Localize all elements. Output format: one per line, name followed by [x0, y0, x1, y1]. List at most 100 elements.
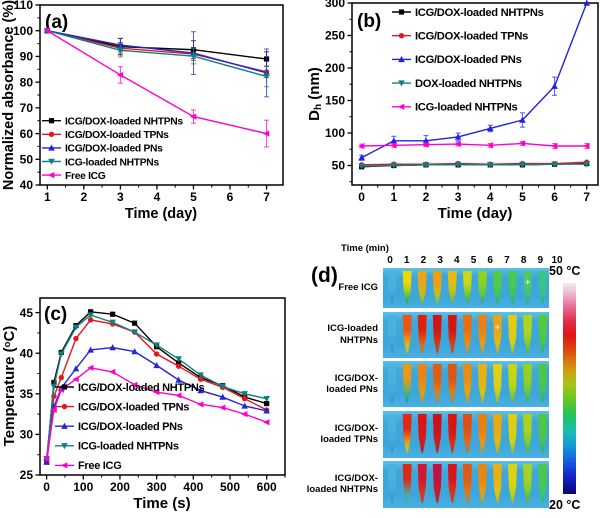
svg-text:5: 5: [190, 190, 197, 204]
thermal-tube: [523, 314, 533, 354]
svg-text:200: 200: [325, 61, 345, 75]
thermal-strip: [383, 410, 549, 458]
thermal-tube: [387, 364, 397, 403]
svg-text:500: 500: [220, 480, 240, 494]
svg-text:40: 40: [20, 346, 34, 360]
thermal-tube: [432, 271, 442, 304]
svg-text:150: 150: [325, 94, 345, 108]
svg-text:70: 70: [20, 101, 34, 115]
tick-labels: 0 100 200 300 400 500 600 25 30 35 40 45: [20, 306, 277, 494]
panel-b-chart: 0 1 2 3 4 5 6 7 50 100 150 200 250 300 Time (day) Dh (n…: [306, 0, 599, 222]
thermal-tube: +: [492, 314, 503, 354]
series-line: [43, 27, 270, 148]
svg-text:(c): (c): [44, 304, 67, 325]
thermal-tube: [477, 413, 487, 454]
thermal-tube: [417, 364, 427, 403]
svg-text:600: 600: [257, 480, 277, 494]
svg-text:250: 250: [325, 29, 345, 43]
svg-text:(b): (b): [357, 11, 381, 32]
thermal-tube: [492, 413, 503, 454]
thermal-strip: [383, 361, 549, 407]
svg-text:2: 2: [423, 190, 430, 204]
sparkle-artifact: +: [524, 276, 531, 287]
thermal-column-label: 8: [520, 255, 527, 266]
svg-text:7: 7: [583, 190, 590, 204]
thermal-row-label: ICG/DOX-loaded TPNs: [320, 422, 378, 445]
thermal-row-label: ICG/DOX-loaded PNs: [326, 372, 378, 395]
legend: ICG/DOX-loaded NHTPNs ICG/DOX-loaded TPNs…: [392, 7, 544, 114]
series-line: [44, 28, 270, 88]
thermal-tube: [462, 314, 472, 354]
axis-labels: Time (day) Dh (nm) (b): [306, 11, 512, 222]
svg-text:ICG/DOX-loaded NHTPNs: ICG/DOX-loaded NHTPNs: [65, 117, 183, 128]
thermal-strip: [383, 460, 549, 508]
svg-text:Temperature (oC): Temperature (oC): [1, 326, 18, 447]
panel-d-thermal-images: (d) Time (min) 0 1 2 3 4 5 6 7 8 9 10 Free ICG + ICG…: [305, 240, 609, 518]
svg-text:Time (day): Time (day): [438, 205, 513, 222]
thermal-column-label: 7: [504, 255, 510, 266]
thermal-tube: [508, 413, 518, 454]
svg-text:Dh (nm): Dh (nm): [306, 67, 324, 121]
svg-text:100: 100: [73, 480, 93, 494]
thermal-tube: [402, 463, 412, 504]
thermal-tube: [462, 271, 472, 304]
thermal-tube: [402, 364, 412, 403]
svg-text:4: 4: [154, 190, 161, 204]
thermal-tube: [523, 463, 533, 504]
svg-text:50: 50: [20, 152, 34, 166]
svg-text:100: 100: [13, 24, 33, 38]
svg-text:100: 100: [325, 126, 345, 140]
svg-text:Free ICG: Free ICG: [78, 460, 121, 472]
axis-labels: Time (day) Normalized absorbance (%) (a): [1, 0, 197, 222]
thermal-tube: [432, 463, 442, 504]
svg-text:3: 3: [117, 190, 124, 204]
thermal-tube: +: [523, 271, 533, 304]
svg-text:Normalized absorbance (%): Normalized absorbance (%): [1, 0, 17, 190]
thermal-tube: [508, 364, 518, 403]
svg-text:ICG/DOX-loaded TPNs: ICG/DOX-loaded TPNs: [415, 31, 528, 43]
svg-text:ICG-loaded NHTPNs: ICG-loaded NHTPNs: [78, 441, 179, 453]
thermal-tube: [492, 463, 503, 504]
thermal-column-label: 1: [403, 255, 410, 266]
temperature-colorbar: [563, 283, 576, 494]
series-line: [358, 0, 591, 161]
thermal-tube: [538, 463, 548, 504]
svg-text:Time (s): Time (s): [133, 495, 190, 512]
svg-text:30: 30: [20, 428, 34, 442]
thermal-tube: [447, 413, 457, 454]
thermal-tube: [387, 314, 397, 354]
colorbar-min-label: 20 °C: [549, 498, 581, 512]
svg-text:DOX-loaded NHTPNs: DOX-loaded NHTPNs: [415, 78, 522, 90]
svg-text:0: 0: [358, 190, 365, 204]
thermal-tube: [432, 413, 442, 454]
axis-labels: Time (s) Temperature (oC) (c): [1, 304, 191, 512]
svg-text:(a): (a): [45, 12, 68, 33]
svg-text:4: 4: [487, 190, 494, 204]
thermal-time-header: Time (min): [341, 243, 389, 254]
svg-text:ICG/DOX-loaded TPNs: ICG/DOX-loaded TPNs: [65, 130, 169, 141]
thermal-row-label: Free ICG: [338, 282, 378, 294]
svg-text:6: 6: [227, 190, 234, 204]
thermal-tube: [417, 314, 427, 354]
thermal-column-label: 3: [437, 255, 443, 266]
thermal-tube: [402, 413, 412, 454]
svg-text:400: 400: [183, 480, 203, 494]
series-line: [43, 364, 270, 462]
svg-text:1: 1: [390, 190, 397, 204]
panel-c-chart: 0 100 200 300 400 500 600 25 30 35 40 45 Time (s) Tem…: [1, 297, 286, 512]
svg-text:ICG/DOX-loaded PNs: ICG/DOX-loaded PNs: [78, 421, 183, 433]
series: [43, 27, 270, 148]
thermal-tube: [538, 271, 548, 304]
svg-text:6: 6: [551, 190, 558, 204]
thermal-tube: [492, 271, 503, 304]
series: [358, 0, 591, 170]
svg-text:45: 45: [20, 306, 34, 320]
thermal-tube: [508, 271, 518, 304]
series-line: [44, 28, 270, 67]
thermal-tube: [432, 364, 442, 403]
thermal-strip: +: [383, 268, 549, 308]
thermal-tube: [508, 463, 518, 504]
svg-text:90: 90: [20, 50, 34, 64]
svg-text:35: 35: [20, 387, 34, 401]
